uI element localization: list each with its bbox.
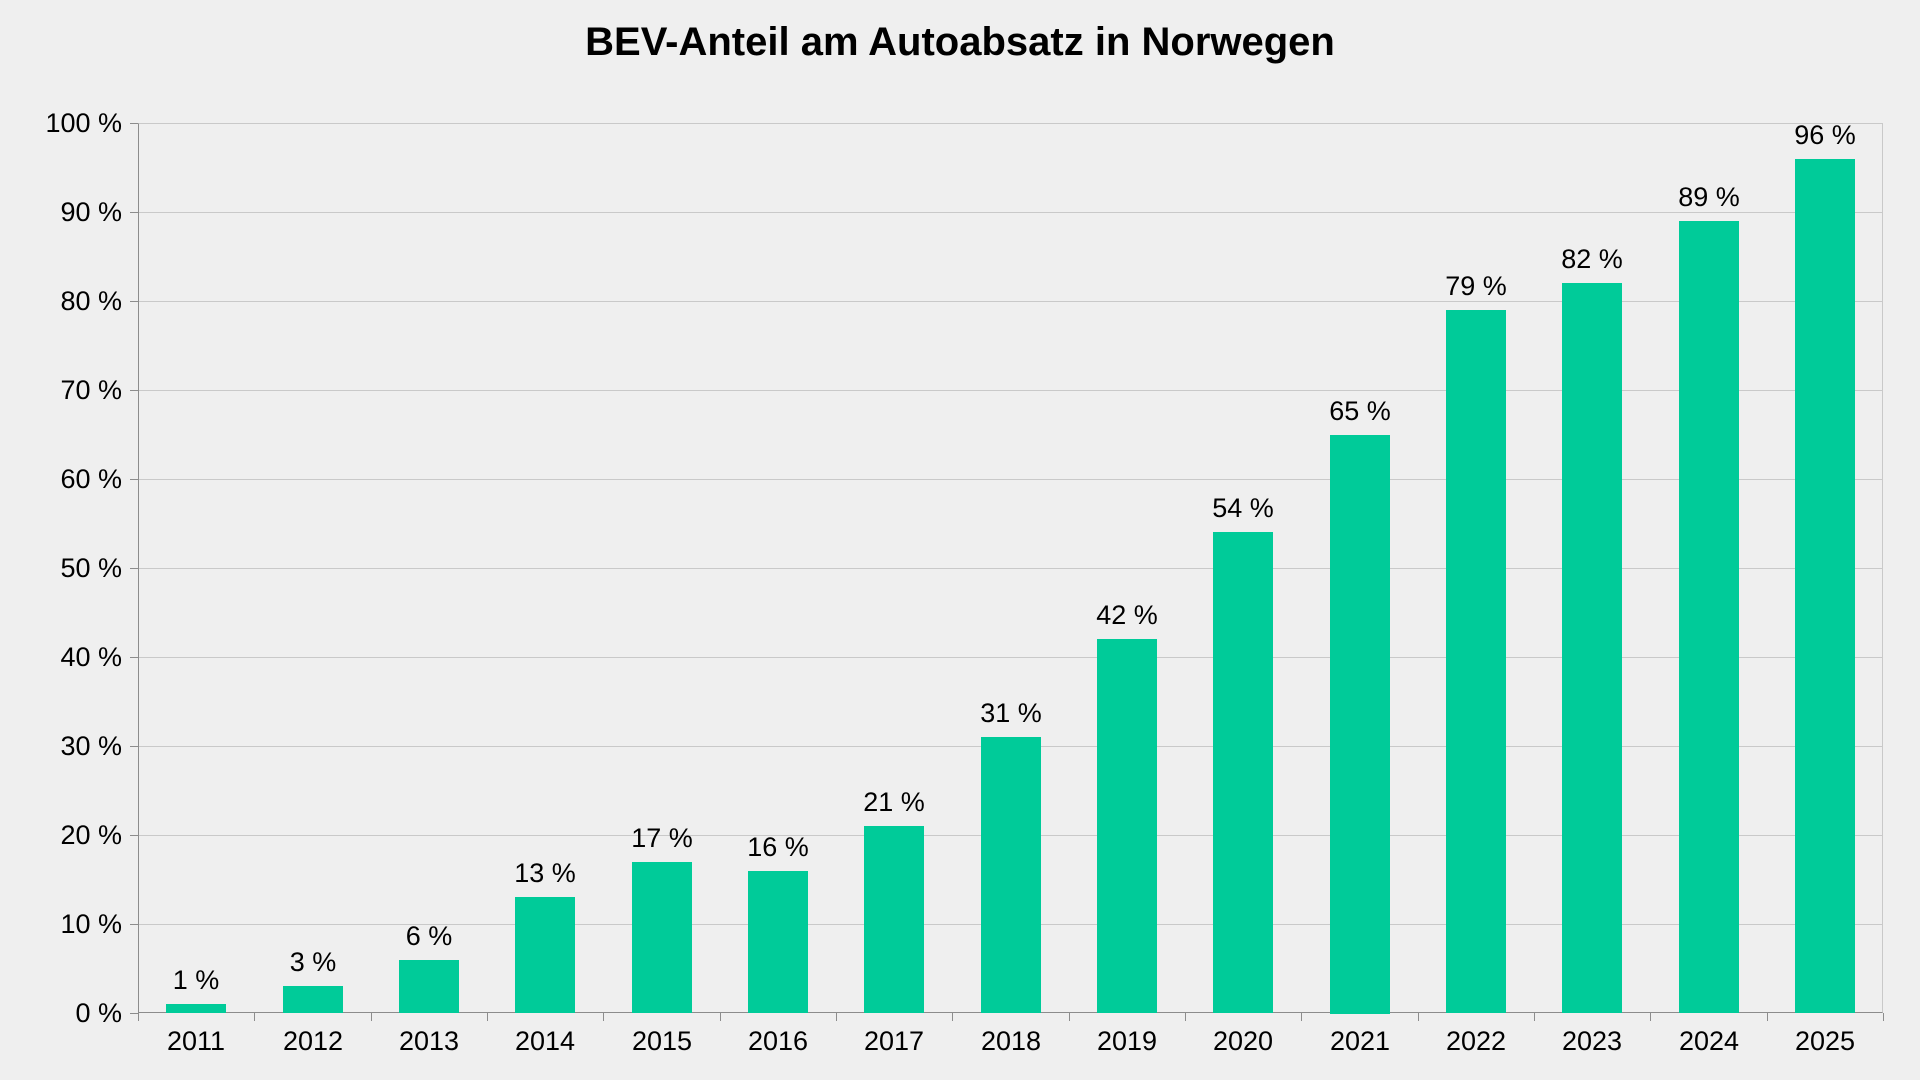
x-axis-label-2012: 2012 (282, 1026, 344, 1056)
value-label-2012: 3 % (289, 947, 337, 977)
y-axis-label: 0 % (75, 998, 122, 1028)
y-axis-tick (130, 123, 138, 124)
value-label-2011: 1 % (172, 965, 220, 995)
y-axis-label: 40 % (60, 642, 122, 672)
x-axis-tick (1185, 1013, 1186, 1021)
x-axis-label-2019: 2019 (1096, 1026, 1158, 1056)
gridline (139, 568, 1882, 569)
x-axis-label-2015: 2015 (631, 1026, 693, 1056)
bar-2011 (166, 1004, 226, 1013)
value-label-2018: 31 % (980, 698, 1042, 728)
bar-2020 (1213, 532, 1273, 1013)
y-axis-label: 60 % (60, 464, 122, 494)
bar-2023 (1562, 283, 1622, 1013)
x-axis-tick (603, 1013, 604, 1021)
y-axis-tick (130, 835, 138, 836)
x-axis-label-2024: 2024 (1678, 1026, 1740, 1056)
x-axis-label-2014: 2014 (514, 1026, 576, 1056)
x-axis-tick (952, 1013, 953, 1021)
value-label-2020: 54 % (1212, 493, 1274, 523)
x-axis-tick (836, 1013, 837, 1021)
value-label-2022: 79 % (1445, 271, 1507, 301)
chart-title: BEV-Anteil am Autoabsatz in Norwegen (585, 20, 1335, 64)
x-axis-tick (1767, 1013, 1768, 1021)
x-axis-tick (1069, 1013, 1070, 1021)
y-axis-tick (130, 746, 138, 747)
y-axis-label: 50 % (60, 553, 122, 583)
x-axis-tick (1650, 1013, 1651, 1021)
x-axis-tick (138, 1013, 139, 1021)
value-label-2016: 16 % (747, 832, 809, 862)
x-axis-label-2023: 2023 (1561, 1026, 1623, 1056)
gridline (139, 657, 1882, 658)
bar-2017 (864, 826, 924, 1013)
x-axis-tick (720, 1013, 721, 1021)
y-axis-label: 100 % (45, 108, 122, 138)
x-axis-tick (1883, 1013, 1884, 1021)
x-axis-tick (1418, 1013, 1419, 1021)
bar-2018 (981, 737, 1041, 1013)
x-axis-label-2020: 2020 (1212, 1026, 1274, 1056)
value-label-2024: 89 % (1678, 182, 1740, 212)
y-axis-tick (130, 212, 138, 213)
gridline (139, 301, 1882, 302)
x-axis-label-2016: 2016 (747, 1026, 809, 1056)
y-axis-tick (130, 657, 138, 658)
value-label-2019: 42 % (1096, 600, 1158, 630)
gridline (139, 390, 1882, 391)
y-axis-label: 30 % (60, 731, 122, 761)
y-axis-label: 70 % (60, 375, 122, 405)
x-axis-tick (1301, 1013, 1302, 1021)
y-axis-tick (130, 1013, 138, 1014)
y-axis-tick (130, 301, 138, 302)
y-axis-tick (130, 390, 138, 391)
bar-2021 (1330, 435, 1390, 1014)
y-axis-tick (130, 479, 138, 480)
bar-2019 (1097, 639, 1157, 1013)
value-label-2014: 13 % (514, 858, 576, 888)
y-axis-label: 20 % (60, 820, 122, 850)
value-label-2025: 96 % (1794, 120, 1856, 150)
x-axis-tick (254, 1013, 255, 1021)
x-axis-label-2018: 2018 (980, 1026, 1042, 1056)
value-label-2013: 6 % (405, 921, 453, 951)
x-axis-label-2013: 2013 (398, 1026, 460, 1056)
bar-2022 (1446, 310, 1506, 1013)
x-axis-label-2017: 2017 (863, 1026, 925, 1056)
bar-2013 (399, 960, 459, 1013)
x-axis-label-2025: 2025 (1794, 1026, 1856, 1056)
bar-2012 (283, 986, 343, 1013)
value-label-2017: 21 % (863, 787, 925, 817)
bar-2016 (748, 871, 808, 1013)
gridline (139, 212, 1882, 213)
x-axis-label-2011: 2011 (166, 1026, 226, 1056)
value-label-2023: 82 % (1561, 244, 1623, 274)
value-label-2015: 17 % (631, 823, 693, 853)
bar-2025 (1795, 159, 1855, 1013)
bar-2014 (515, 897, 575, 1013)
bar-2015 (632, 862, 692, 1013)
y-axis-tick (130, 924, 138, 925)
x-axis-label-2021: 2021 (1329, 1026, 1391, 1056)
value-label-2021: 65 % (1329, 396, 1391, 426)
x-axis-tick (487, 1013, 488, 1021)
gridline (139, 479, 1882, 480)
y-axis-label: 90 % (60, 197, 122, 227)
y-axis-label: 10 % (60, 909, 122, 939)
y-axis-label: 80 % (60, 286, 122, 316)
y-axis-tick (130, 568, 138, 569)
x-axis-tick (371, 1013, 372, 1021)
x-axis-label-2022: 2022 (1445, 1026, 1507, 1056)
bar-2024 (1679, 221, 1739, 1013)
x-axis-tick (1534, 1013, 1535, 1021)
